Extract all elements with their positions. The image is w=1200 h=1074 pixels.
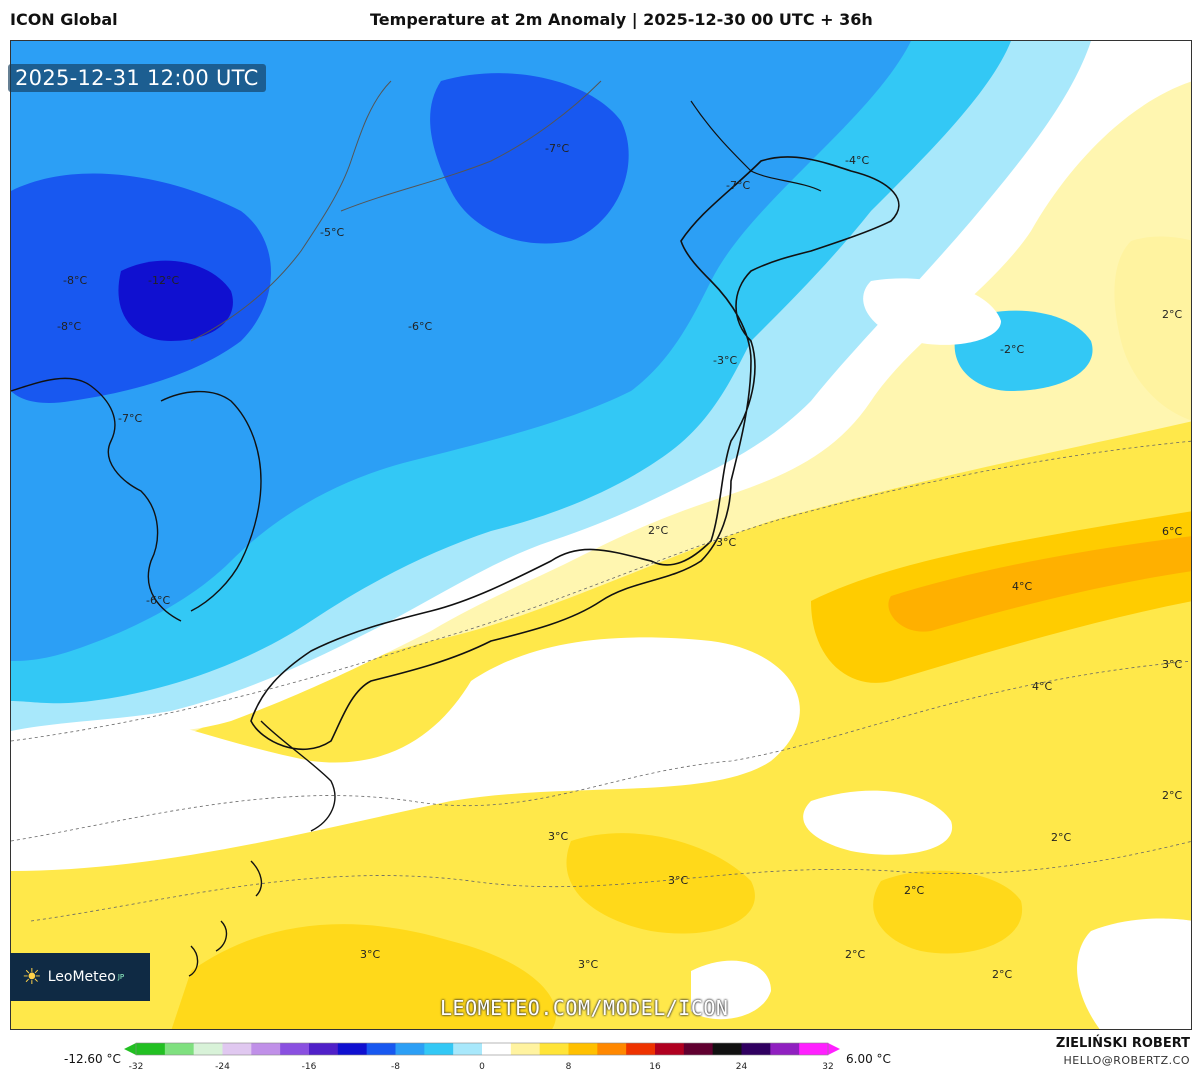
header: ICON Global Temperature at 2m Anomaly | …	[0, 0, 1200, 38]
contour-label: -7°C	[118, 412, 143, 425]
colorbar-left-arrow	[124, 1043, 136, 1055]
colorbar-segment	[741, 1043, 771, 1055]
contour-label: 2°C	[845, 948, 866, 961]
contour-label: 2°C	[1162, 308, 1183, 321]
colorbar-segment	[568, 1043, 598, 1055]
colorbar-max-label: 6.00 °C	[846, 1052, 891, 1066]
contour-label: 3°C	[1162, 658, 1183, 671]
contour-label: 4°C	[1012, 580, 1033, 593]
contour-label: -8°C	[57, 320, 82, 333]
leometeo-logo[interactable]: ☀ LeoMeteo JP	[10, 953, 150, 1001]
colorbar-tick-label: -24	[215, 1062, 230, 1072]
colorbar-segment	[136, 1043, 166, 1055]
colorbar-segment	[222, 1043, 252, 1055]
colorbar-segment	[193, 1043, 223, 1055]
author-email[interactable]: HELLO@ROBERTZ.CO	[1063, 1054, 1190, 1067]
contour-label: 3°C	[668, 874, 689, 887]
colorbar-segment	[655, 1043, 685, 1055]
contour-label: -3°C	[713, 354, 738, 367]
colorbar-tick-label: 0	[479, 1062, 485, 1072]
contour-label: -12°C	[148, 274, 180, 287]
colorbar-segment	[712, 1043, 742, 1055]
contour-label: 2°C	[904, 884, 925, 897]
contour-label: 3°C	[578, 958, 599, 971]
colorbar-segment	[453, 1043, 483, 1055]
contour-label: -6°C	[146, 594, 171, 607]
contour-label: -2°C	[1000, 343, 1025, 356]
colorbar-min-label: -12.60 °C	[64, 1052, 121, 1066]
author-name: ZIELIŃSKI ROBERT	[1055, 1036, 1190, 1051]
contour-label: -4°C	[845, 154, 870, 167]
model-name: ICON Global	[10, 10, 118, 29]
colorbar-segment	[280, 1043, 310, 1055]
colorbar-tick-label: -16	[301, 1062, 317, 1072]
watermark-url: LEOMETEO.COM/MODEL/ICON	[440, 996, 729, 1020]
contour-label: 3°C	[360, 948, 381, 961]
logo-suffix: JP	[117, 973, 125, 981]
colorbar-tick-label: 24	[735, 1062, 748, 1072]
colorbar-segment	[626, 1043, 656, 1055]
map-title: Temperature at 2m Anomaly | 2025-12-30 0…	[370, 10, 873, 29]
colorbar-tick-label: 8	[565, 1062, 572, 1072]
colorbar-segment	[482, 1043, 512, 1055]
colorbar-segment	[770, 1043, 800, 1055]
colorbar-segment	[683, 1043, 714, 1055]
colorbar-segment	[251, 1043, 281, 1055]
colorbar-tick-label: 16	[649, 1062, 661, 1072]
colorbar-outline	[135, 1042, 829, 1056]
footer: -12.60 °C -32 -24 -16 -8 0 8 16 24 32 6.00 °C ZI…	[0, 1032, 1200, 1074]
colorbar-tick-label: -8	[391, 1062, 400, 1072]
contour-label: -6°C	[408, 320, 433, 333]
contour-label: -7°C	[545, 142, 570, 155]
contour-label: 2°C	[992, 968, 1013, 981]
anomaly-field	[11, 41, 1191, 1029]
colorbar-segment	[366, 1043, 396, 1055]
colorbar-segment	[309, 1043, 339, 1055]
contour-label: 2°C	[648, 524, 669, 537]
colorbar-right-arrow	[828, 1043, 840, 1055]
colorbar	[124, 1042, 840, 1056]
contour-label: 6°C	[1162, 525, 1183, 538]
map-canvas[interactable]	[10, 40, 1192, 1030]
colorbar-segment	[337, 1043, 368, 1055]
contour-label: 4°C	[1032, 680, 1053, 693]
logo-text: LeoMeteo	[47, 969, 116, 985]
colorbar-tick-label: 32	[822, 1062, 834, 1072]
sun-icon: ☀	[22, 964, 42, 990]
colorbar-segment	[424, 1043, 454, 1055]
colorbar-segment	[395, 1043, 425, 1055]
colorbar-segment	[164, 1043, 195, 1055]
contour-label: 2°C	[1051, 831, 1072, 844]
contour-label: 3°C	[548, 830, 569, 843]
contour-label: -7°C	[726, 179, 751, 192]
colorbar-segment	[799, 1043, 829, 1055]
contour-label: 2°C	[1162, 789, 1183, 802]
contour-label: 3°C	[716, 536, 737, 549]
valid-time-badge: 2025-12-31 12:00 UTC	[8, 64, 266, 92]
colorbar-segment	[510, 1043, 541, 1055]
colorbar-segment	[539, 1043, 569, 1055]
contour-label: -5°C	[320, 226, 345, 239]
colorbar-segment	[597, 1043, 627, 1055]
contour-label: -8°C	[63, 274, 88, 287]
colorbar-tick-label: -32	[128, 1062, 144, 1072]
